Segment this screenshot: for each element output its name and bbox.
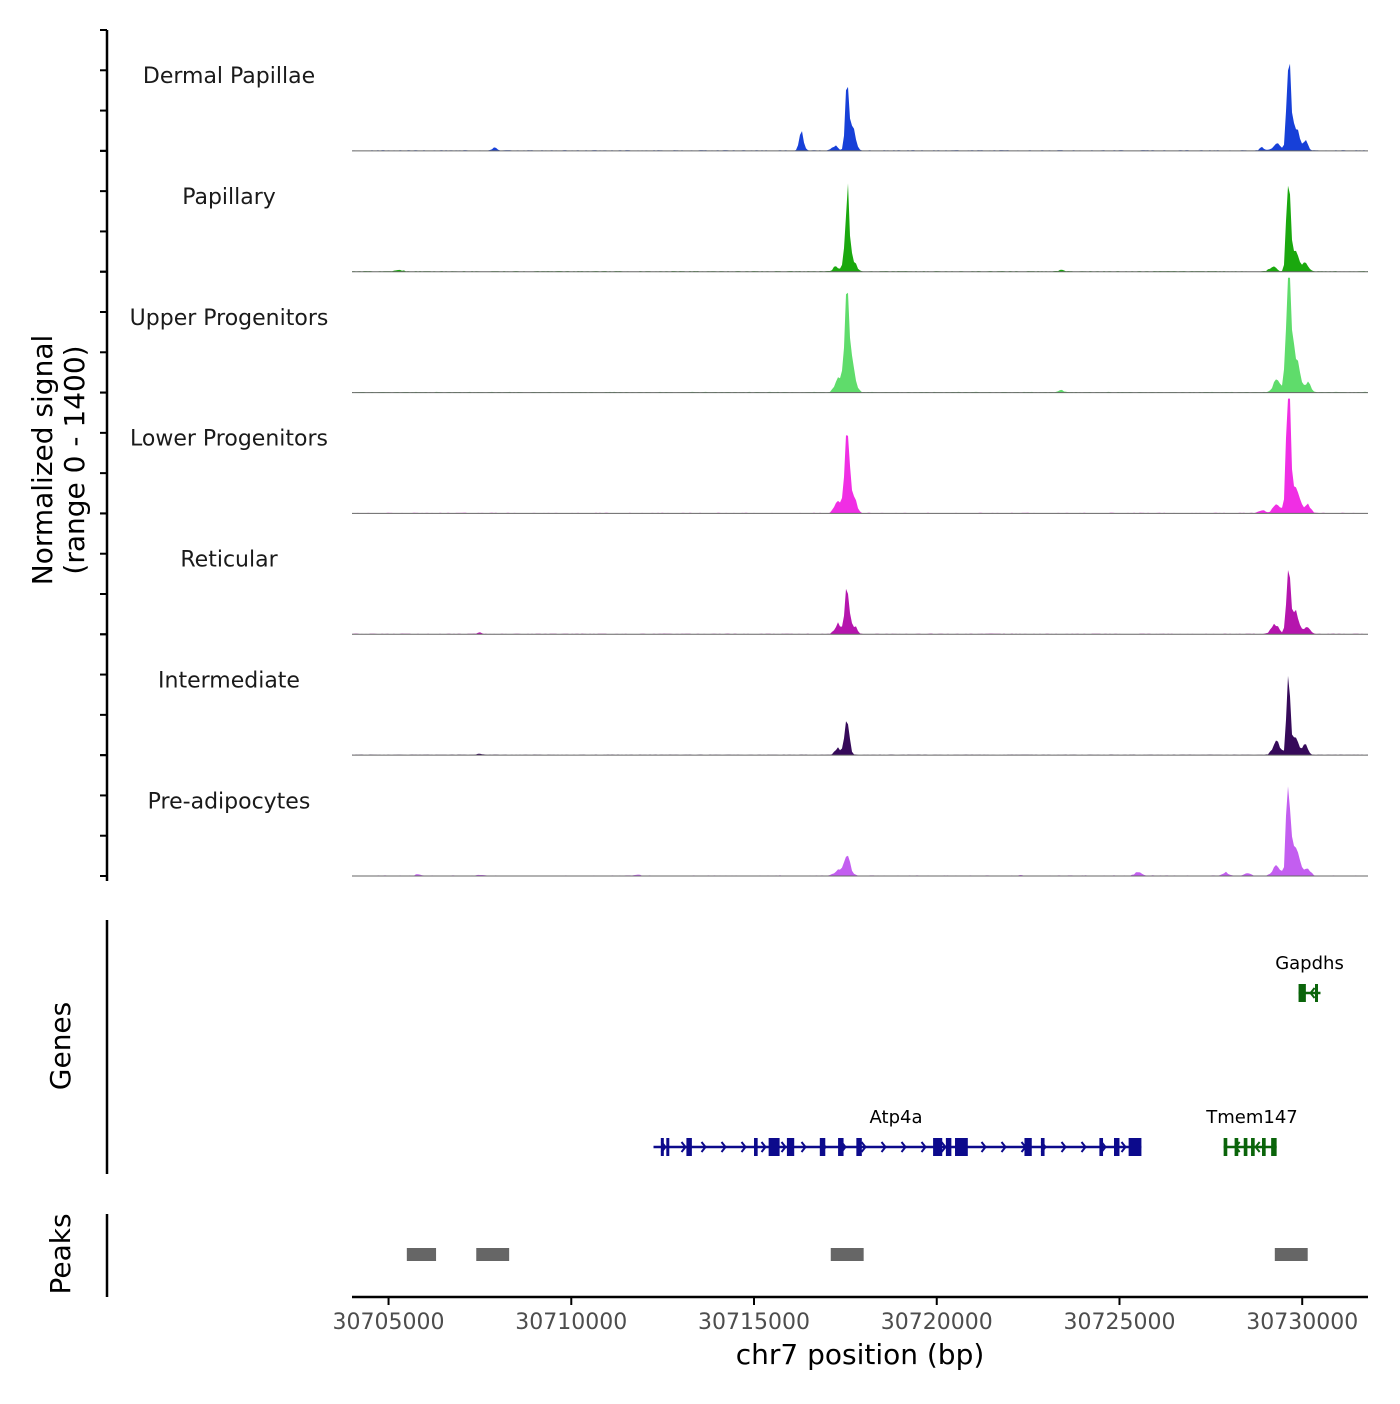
coverage-signal-area bbox=[352, 277, 1368, 393]
strand-arrow bbox=[700, 1141, 707, 1153]
gene-exon bbox=[1024, 1138, 1032, 1156]
coverage-signal-area bbox=[352, 786, 1368, 876]
strand-arrow bbox=[880, 1141, 887, 1153]
gene-exon bbox=[955, 1138, 968, 1156]
strand-arrow bbox=[940, 1141, 947, 1153]
x-axis-title: chr7 position (bp) bbox=[736, 1338, 985, 1371]
coverage-signal-area bbox=[352, 63, 1368, 151]
gene-exon bbox=[1128, 1138, 1142, 1156]
strand-arrow bbox=[760, 1141, 767, 1153]
x-axis-tick-label: 30720000 bbox=[881, 1310, 993, 1335]
peak-region bbox=[406, 1248, 437, 1261]
coverage-signal-area bbox=[352, 570, 1368, 635]
gene-exon bbox=[786, 1138, 795, 1156]
gene-exon bbox=[856, 1138, 862, 1156]
coverage-track: Lower Progenitors bbox=[130, 398, 1368, 514]
gene-exon bbox=[1262, 1138, 1266, 1156]
peak-track bbox=[105, 1214, 1308, 1297]
coverage-track: Papillary bbox=[182, 183, 1368, 273]
gene-exon bbox=[768, 1138, 780, 1156]
gene-exon bbox=[1251, 1138, 1255, 1156]
peak-region bbox=[1274, 1248, 1308, 1261]
track-label: Upper Progenitors bbox=[130, 306, 329, 331]
x-axis-tick-label: 30705000 bbox=[333, 1310, 445, 1335]
x-axis-tick-label: 30715000 bbox=[698, 1310, 810, 1335]
coverage-track: Pre-adipocytes bbox=[148, 786, 1368, 877]
gene-label: Gapdhs bbox=[1275, 953, 1344, 974]
coverage-signal-area bbox=[352, 675, 1368, 756]
strand-arrow bbox=[1000, 1141, 1007, 1153]
peak-region bbox=[476, 1248, 510, 1261]
track-label: Intermediate bbox=[158, 668, 300, 693]
x-axis-tick-label: 30710000 bbox=[515, 1310, 627, 1335]
x-axis-tick-label: 30725000 bbox=[1063, 1310, 1175, 1335]
gene-exon bbox=[1234, 1138, 1239, 1156]
strand-arrow bbox=[720, 1141, 727, 1153]
gene-label: Tmem147 bbox=[1205, 1107, 1298, 1128]
strand-arrow bbox=[800, 1141, 807, 1153]
coverage-signal-area bbox=[352, 398, 1368, 514]
gene-label: Atp4a bbox=[870, 1107, 923, 1128]
strand-arrow bbox=[980, 1141, 987, 1153]
strand-arrow bbox=[900, 1141, 907, 1153]
track-label: Reticular bbox=[180, 548, 278, 573]
track-label: Lower Progenitors bbox=[130, 427, 328, 452]
gene-model: Tmem147 bbox=[1205, 1107, 1298, 1156]
y-axis-label-line-2: (range 0 - 1400) bbox=[58, 345, 91, 574]
coverage-track: Dermal Papillae bbox=[143, 63, 1368, 152]
track-label: Dermal Papillae bbox=[143, 64, 315, 89]
x-axis: 30705000 30710000 30715000 30720000 30725000… bbox=[333, 1295, 1368, 1335]
gene-exon bbox=[1298, 984, 1306, 1002]
coverage-track: Intermediate bbox=[158, 668, 1368, 756]
strand-arrow bbox=[1309, 987, 1316, 999]
peaks-track-label: Peaks bbox=[44, 1213, 77, 1294]
strand-arrow bbox=[920, 1141, 927, 1153]
gene-exon bbox=[1099, 1138, 1104, 1156]
strand-arrow bbox=[680, 1141, 687, 1153]
genes-track-label: Genes bbox=[44, 1002, 77, 1090]
coverage-tracks: Dermal Papillae Papillary Upper Progenitor… bbox=[100, 29, 1368, 881]
gene-exon bbox=[1271, 1138, 1277, 1156]
gene-exon bbox=[1223, 1138, 1228, 1156]
gene-model: Atp4a bbox=[653, 1107, 1142, 1156]
strand-arrow bbox=[1080, 1141, 1087, 1153]
gene-exon bbox=[1114, 1138, 1120, 1156]
track-label: Pre-adipocytes bbox=[148, 789, 311, 814]
gene-exon bbox=[819, 1138, 826, 1156]
strand-arrow bbox=[1254, 1141, 1261, 1153]
gene-exon bbox=[945, 1138, 952, 1156]
gene-exon bbox=[754, 1138, 758, 1156]
gene-exon bbox=[686, 1138, 692, 1156]
strand-arrow bbox=[740, 1141, 747, 1153]
x-axis-tick-label: 30730000 bbox=[1246, 1310, 1358, 1335]
gene-model: Gapdhs bbox=[1275, 953, 1344, 1002]
coverage-signal-area bbox=[352, 183, 1368, 272]
strand-arrow bbox=[860, 1141, 867, 1153]
y-axis-label-line-1: Normalized signal bbox=[26, 335, 59, 586]
strand-arrow bbox=[1120, 1141, 1127, 1153]
gene-exon bbox=[1243, 1138, 1248, 1156]
gene-exon bbox=[1040, 1138, 1045, 1156]
coverage-track: Reticular bbox=[180, 548, 1368, 635]
coverage-track: Upper Progenitors bbox=[130, 277, 1368, 394]
strand-arrow bbox=[1060, 1141, 1067, 1153]
gene-exon bbox=[933, 1138, 943, 1156]
strand-arrow bbox=[780, 1141, 787, 1153]
gene-exon bbox=[660, 1138, 664, 1156]
gene-exon bbox=[1315, 984, 1319, 1002]
peak-region bbox=[830, 1248, 864, 1261]
gene-exon bbox=[666, 1138, 670, 1156]
gene-exon bbox=[838, 1138, 844, 1156]
gene-annotation-track: Gapdhs Atp4a Tmem147 bbox=[105, 920, 1344, 1174]
track-label: Papillary bbox=[182, 185, 276, 210]
